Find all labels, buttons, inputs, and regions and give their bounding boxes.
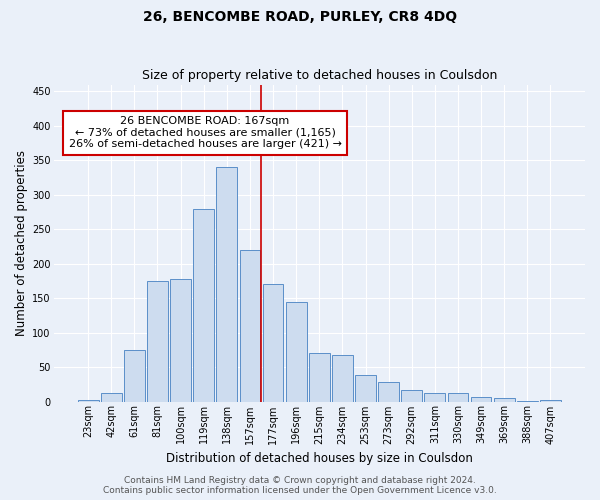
Bar	[286, 302, 307, 402]
Bar	[78, 400, 98, 402]
Bar	[170, 279, 191, 402]
Bar	[217, 167, 237, 402]
Bar	[239, 250, 260, 402]
Bar	[424, 393, 445, 402]
Bar	[448, 392, 469, 402]
Bar	[517, 401, 538, 402]
Y-axis label: Number of detached properties: Number of detached properties	[15, 150, 28, 336]
Bar	[147, 281, 168, 402]
Bar	[124, 350, 145, 402]
Text: 26, BENCOMBE ROAD, PURLEY, CR8 4DQ: 26, BENCOMBE ROAD, PURLEY, CR8 4DQ	[143, 10, 457, 24]
Bar	[494, 398, 515, 402]
Bar	[193, 208, 214, 402]
Text: Contains HM Land Registry data © Crown copyright and database right 2024.
Contai: Contains HM Land Registry data © Crown c…	[103, 476, 497, 495]
Title: Size of property relative to detached houses in Coulsdon: Size of property relative to detached ho…	[142, 69, 497, 82]
Bar	[101, 393, 122, 402]
Bar	[332, 354, 353, 402]
Bar	[355, 376, 376, 402]
Bar	[401, 390, 422, 402]
Bar	[263, 284, 283, 402]
Bar	[309, 354, 329, 402]
Bar	[540, 400, 561, 402]
Bar	[378, 382, 399, 402]
Text: 26 BENCOMBE ROAD: 167sqm
← 73% of detached houses are smaller (1,165)
26% of sem: 26 BENCOMBE ROAD: 167sqm ← 73% of detach…	[68, 116, 341, 150]
Bar	[470, 398, 491, 402]
X-axis label: Distribution of detached houses by size in Coulsdon: Distribution of detached houses by size …	[166, 452, 473, 465]
